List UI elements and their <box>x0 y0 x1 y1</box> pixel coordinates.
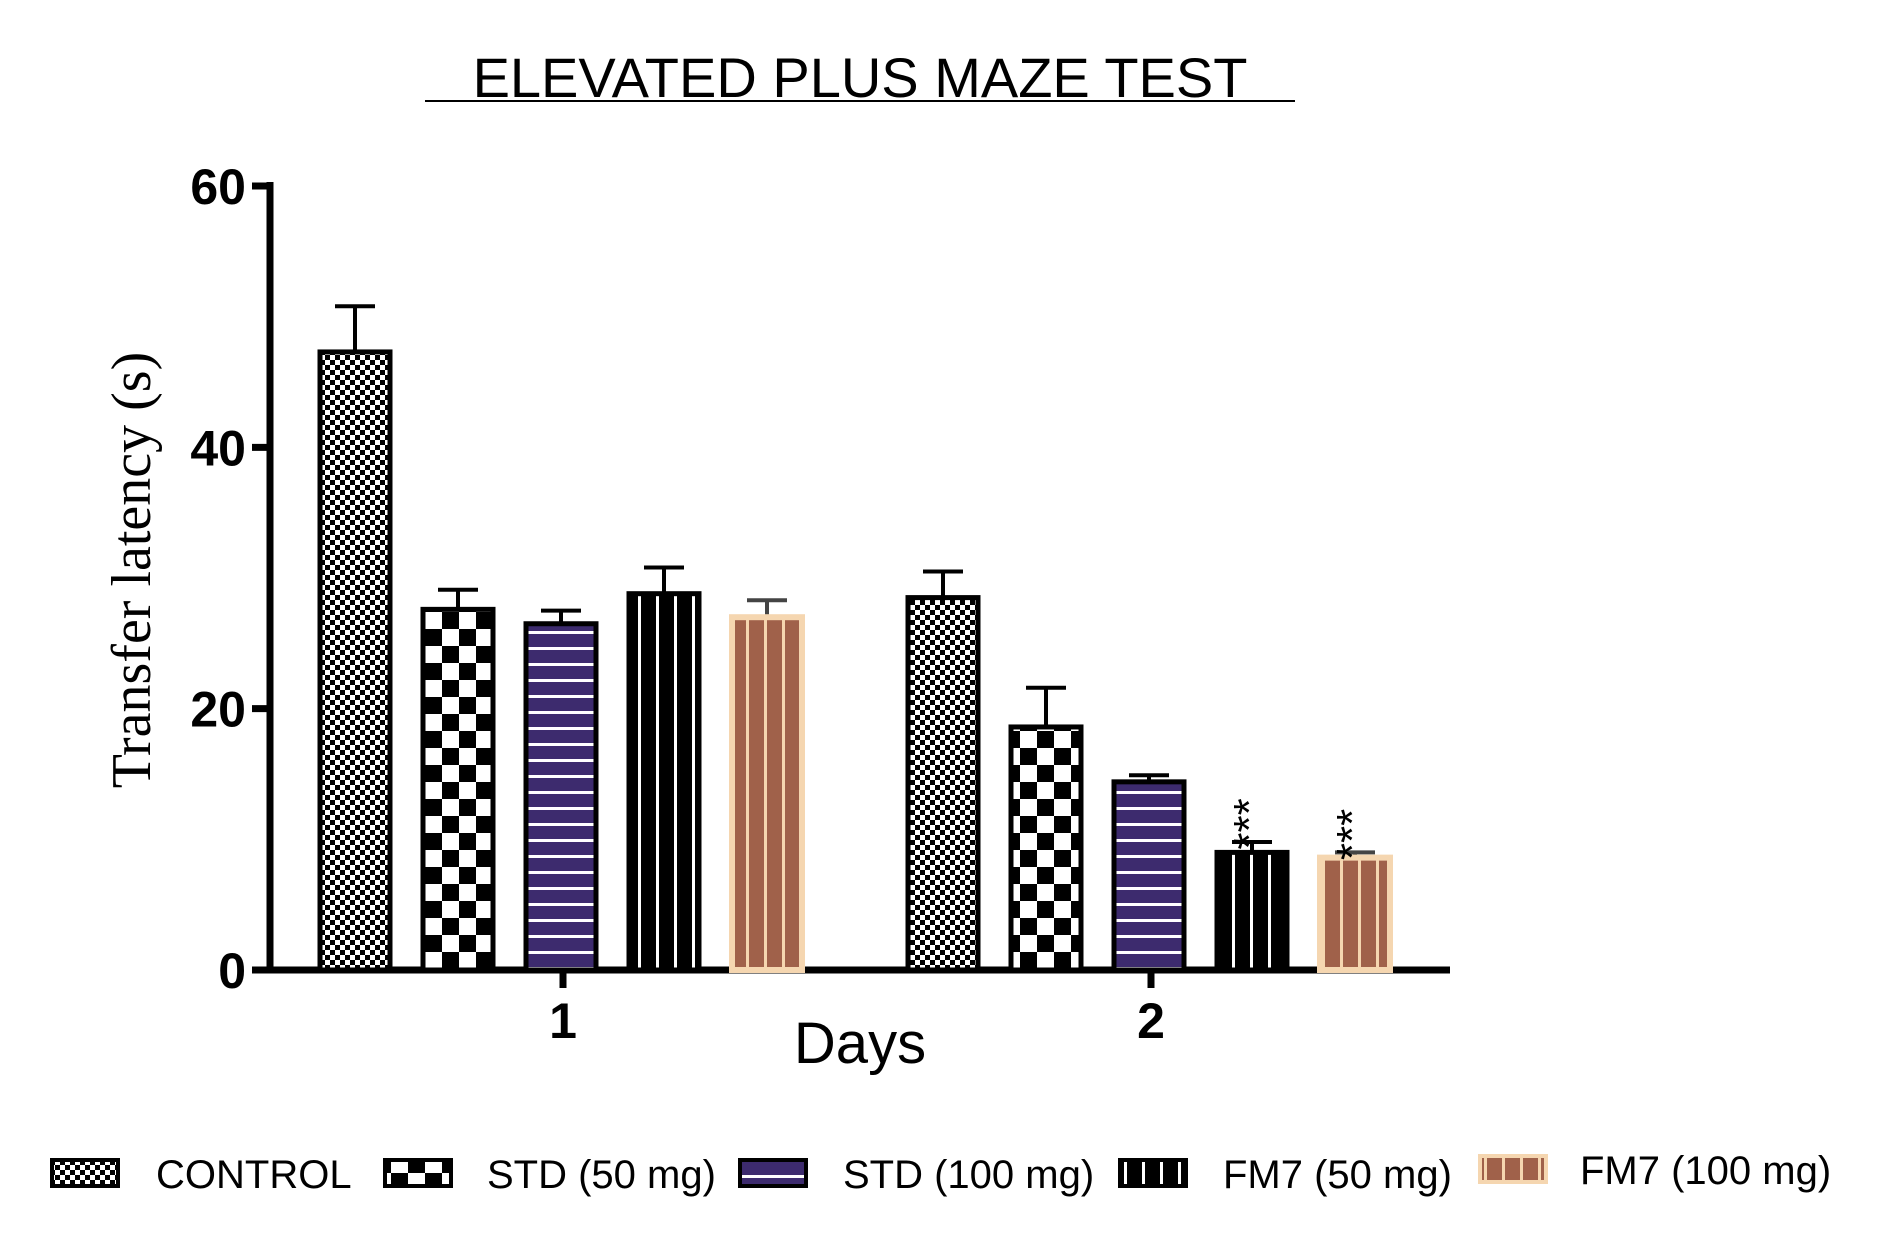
bar-fm7-100-mg-day-2 <box>1317 854 1393 973</box>
y-tick-label: 40 <box>190 420 246 476</box>
bar-fm7-100-mg-day-1 <box>729 614 805 973</box>
bar-control-day-1 <box>317 349 393 973</box>
legend-swatch <box>1118 1158 1188 1188</box>
significance-annotation: *** <box>1328 809 1377 860</box>
legend-swatch <box>738 1158 808 1188</box>
x-axis-label: Days <box>794 1011 926 1076</box>
bar-fm7-50-mg-day-2 <box>1214 849 1290 973</box>
y-tick-label: 20 <box>190 682 246 738</box>
bar-std-100-mg-day-1 <box>523 621 599 973</box>
y-axis-label: Transfer latency (s) <box>101 352 163 788</box>
legend-label: STD (100 mg) <box>843 1153 1094 1197</box>
bar-std-50-mg-day-1 <box>420 606 496 973</box>
y-tick-label: 0 <box>218 943 246 999</box>
bar-fm7-50-mg-day-1 <box>626 591 702 973</box>
x-tick-label: 1 <box>549 993 577 1049</box>
chart-title: ELEVATED PLUS MAZE TEST <box>473 46 1248 109</box>
bar-std-50-mg-day-2 <box>1008 724 1084 973</box>
legend-label: FM7 (100 mg) <box>1580 1149 1831 1193</box>
legend-label: FM7 (50 mg) <box>1223 1153 1452 1197</box>
significance-annotation: *** <box>1225 798 1274 849</box>
legend-label: CONTROL <box>156 1153 352 1197</box>
bar-control-day-2 <box>905 595 981 973</box>
y-tick-label: 60 <box>190 159 246 215</box>
legend-swatch <box>1478 1154 1548 1184</box>
legend-swatch <box>383 1158 453 1188</box>
x-tick-label: 2 <box>1137 993 1165 1049</box>
legend-label: STD (50 mg) <box>487 1153 716 1197</box>
legend-swatch <box>50 1158 120 1188</box>
bar-std-100-mg-day-2 <box>1111 779 1187 973</box>
